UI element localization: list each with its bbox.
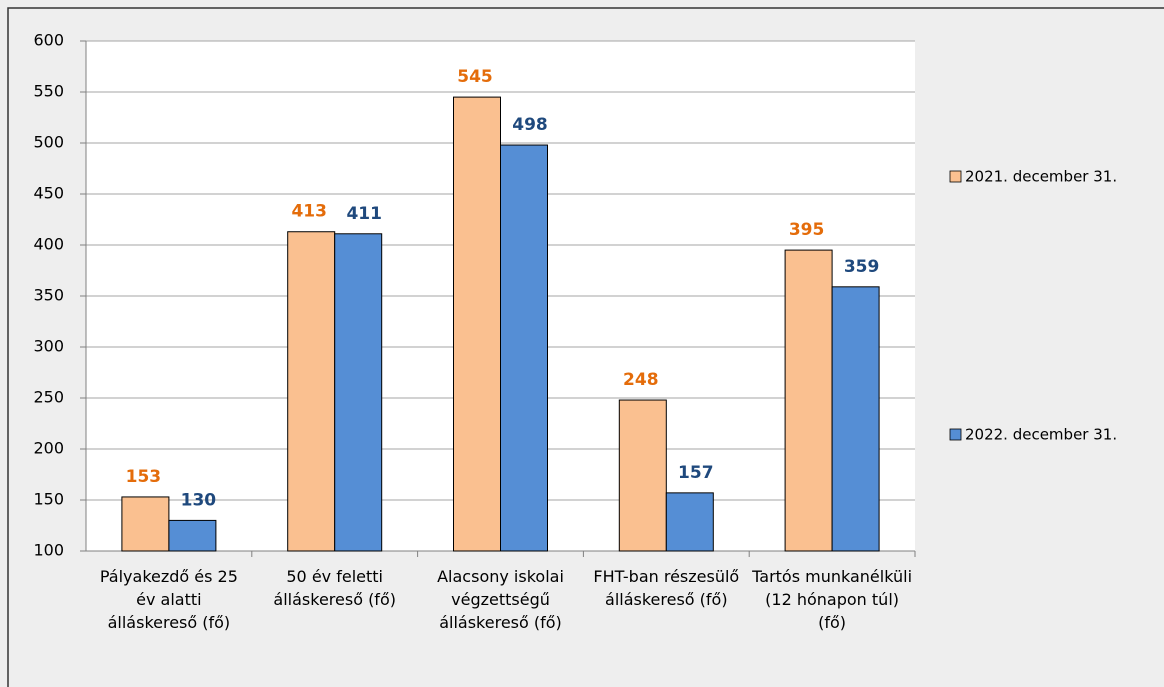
bar	[334, 233, 383, 552]
bar	[665, 492, 714, 552]
frame	[7, 7, 1164, 687]
legend-label: 2022. december 31.	[965, 426, 1117, 444]
value-label: 411	[346, 204, 382, 224]
value-label: 545	[457, 67, 493, 87]
legend-swatch	[949, 428, 962, 441]
x-tick-label: FHT-ban részesülő álláskereső (fő)	[593, 567, 740, 609]
y-tick-label: 250	[33, 388, 64, 407]
x-tick-label: Pályakezdő és 25 év alatti álláskereső (…	[99, 567, 238, 632]
bar	[287, 231, 336, 552]
bar	[121, 496, 170, 552]
bar	[618, 399, 667, 552]
legend-label: 2021. december 31.	[965, 168, 1117, 186]
value-label: 153	[126, 467, 162, 487]
x-tick-label: 50 év feletti álláskereső (fő)	[273, 567, 396, 609]
legend-swatch	[949, 170, 962, 183]
bar	[500, 144, 548, 552]
value-label: 359	[844, 257, 880, 277]
bar	[784, 249, 833, 552]
y-tick-label: 200	[33, 439, 64, 458]
x-tick-label: Alacsony iskolai végzettségű álláskereső…	[437, 567, 564, 632]
value-label: 498	[512, 115, 548, 135]
value-label: 248	[623, 370, 659, 390]
y-tick-label: 600	[33, 31, 64, 50]
y-tick-label: 400	[33, 235, 64, 254]
y-tick-label: 300	[33, 337, 64, 356]
y-tick-label: 550	[33, 82, 64, 101]
y-tick-label: 450	[33, 184, 64, 203]
y-tick-label: 500	[33, 133, 64, 152]
bar	[453, 96, 501, 552]
value-label: 413	[291, 202, 327, 222]
x-tick-label: Tartós munkanélküli (12 hónapon túl) (fő…	[752, 567, 913, 632]
y-tick-label: 100	[33, 541, 64, 560]
value-label: 130	[181, 490, 217, 510]
bar	[168, 519, 217, 552]
bar	[831, 286, 880, 552]
value-label: 157	[678, 463, 714, 483]
value-label: 395	[789, 220, 825, 240]
y-tick-label: 350	[33, 286, 64, 305]
y-tick-label: 150	[33, 490, 64, 509]
